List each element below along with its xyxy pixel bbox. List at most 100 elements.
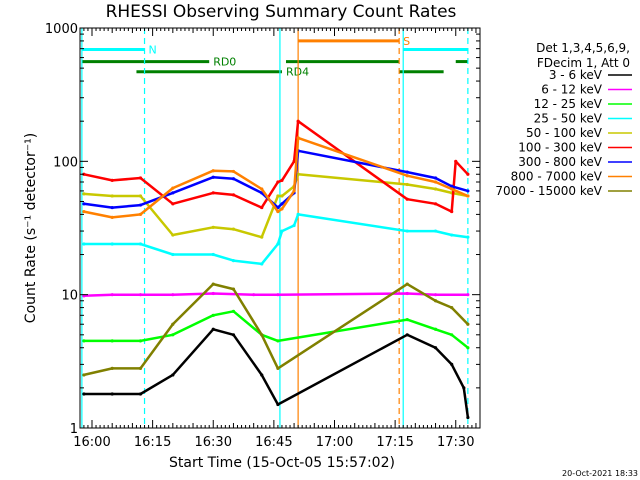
series-point [138,242,143,246]
series-point [450,184,454,188]
legend-entry-label: 100 - 300 keV [518,141,602,155]
series-point [433,293,438,297]
series-point [276,402,280,407]
series-point [110,366,114,370]
series-point [211,191,215,195]
series-point [260,333,264,337]
x-tick-label: 16:30 [195,435,232,450]
series-point [296,212,300,216]
series-point [450,233,454,237]
series-point [280,202,284,206]
series-point [231,169,236,174]
series-point [171,252,175,257]
series-point [405,282,409,286]
series-point [466,235,470,239]
series-point [276,209,280,214]
series-line [83,213,469,266]
series-point [405,333,409,337]
series-point [110,392,114,396]
series-line [83,119,469,213]
series-point [211,225,215,229]
legend: Det 1,3,4,5,6,9,FDecim 1, Att 03 - 6 keV… [495,41,632,198]
series-point [211,169,215,173]
y-tick-label: 1 [70,422,78,437]
series-point [450,362,454,366]
series-point [466,322,470,326]
legend-entry-label: 3 - 6 keV [549,68,603,82]
status-bars: N RD0 RD4 S [81,35,468,79]
series-point [405,318,409,322]
x-tick-label: 16:00 [73,435,110,450]
legend-entry-label: 300 - 800 keV [518,155,602,169]
series-point [211,291,215,296]
plot-frame [79,27,481,429]
series-point [260,235,264,239]
series-point [450,333,454,337]
series-point [433,327,438,331]
series-point [231,193,236,197]
x-tick-label: 16:15 [134,435,171,450]
series-point [110,339,114,343]
series-point [276,242,280,246]
y-tick-label: 10 [61,289,78,304]
series-point [82,392,86,396]
legend-header: FDecim 1, Att 0 [537,56,630,70]
series-point [292,159,296,163]
series-point [276,180,280,184]
series-point [110,205,114,210]
series-point [433,187,438,191]
series-point [231,287,236,291]
series-line [83,282,469,377]
series-point [292,189,296,193]
legend-header: Det 1,3,4,5,6,9, [536,41,630,55]
series-point [466,346,470,350]
series-point [462,386,466,390]
x-tick-label: 17:30 [437,435,474,450]
series-point [138,293,143,297]
series-point [280,229,284,233]
series-point [138,194,143,198]
series-point [82,202,86,206]
series-point [171,322,175,326]
series-point [138,176,143,180]
series-point [405,291,409,296]
series-point [82,192,86,196]
series-point [296,136,300,140]
series-point [211,313,215,317]
series-point [231,309,236,313]
x-axis-label: Start Time (15-Oct-05 15:57:02) [169,455,395,471]
series-point [138,203,143,207]
series-point [171,333,175,337]
status-bar-label: N [149,43,157,56]
series-point [433,299,438,303]
series-point [211,327,215,331]
y-tick-label: 100 [53,155,78,170]
series-point [171,373,175,377]
series-point [450,187,454,191]
series-point [405,174,409,178]
series-point [433,202,438,206]
timestamp: 20-Oct-2021 18:33 [562,469,638,478]
series-point [280,207,284,211]
y-tick-label: 1000 [45,22,78,37]
series-point [82,373,86,377]
series-point [466,172,470,176]
series-point [433,346,438,350]
series-point [110,194,114,198]
series-point [296,119,300,123]
series-point [466,194,470,198]
series-point [433,176,438,180]
series-line [83,292,468,298]
status-bar-label: S [403,35,410,48]
series-point [110,242,114,246]
series-point [466,415,470,420]
series-point [138,339,143,343]
series-point [211,282,215,286]
series-point [231,333,236,337]
series-point [171,202,175,206]
series-point [280,194,284,198]
series-point [405,197,409,201]
x-tick-label: 17:00 [316,435,353,450]
x-tick-label: 16:45 [255,435,292,450]
series-point [405,229,409,233]
